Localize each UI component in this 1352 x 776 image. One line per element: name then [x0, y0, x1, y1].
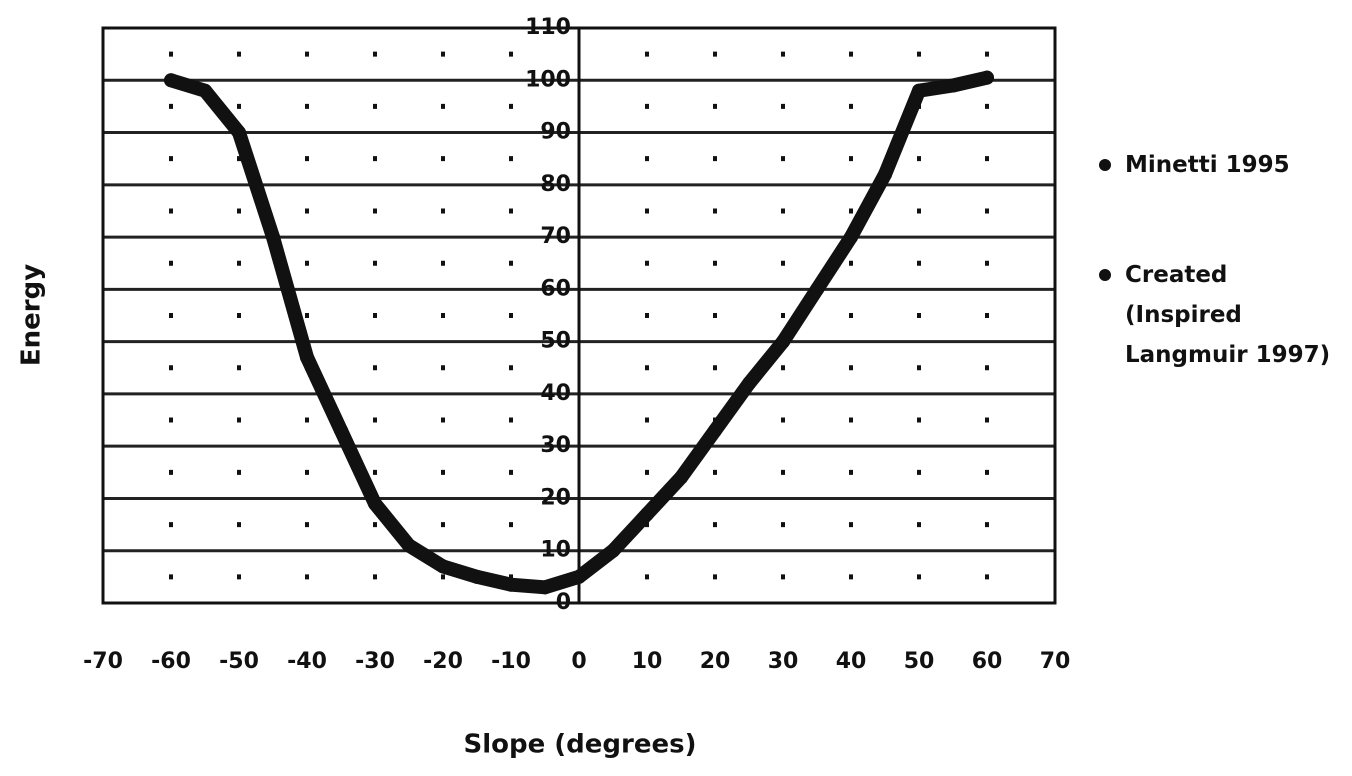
- x-tick-label: -70: [83, 649, 123, 674]
- x-tick-label: -10: [491, 649, 531, 674]
- x-tick-label: 40: [836, 649, 867, 674]
- x-tick-label: -40: [287, 649, 327, 674]
- legend: Minetti 1995 Created (Inspired Langmuir 1…: [1095, 145, 1345, 445]
- x-tick-label: 60: [972, 649, 1003, 674]
- y-tick-label: 100: [525, 67, 571, 92]
- y-tick-label: 40: [540, 381, 571, 406]
- y-tick-label: 90: [540, 120, 571, 145]
- x-tick-label: -60: [151, 649, 191, 674]
- x-tick-label: 10: [632, 649, 663, 674]
- x-tick-label: -20: [423, 649, 463, 674]
- x-tick-label: 70: [1040, 649, 1071, 674]
- x-tick-label: 50: [904, 649, 935, 674]
- legend-marker: [1099, 269, 1111, 281]
- legend-label: Created (Inspired Langmuir 1997): [1125, 262, 1331, 368]
- y-tick-label: 80: [540, 172, 571, 197]
- y-tick-label: 10: [540, 538, 571, 563]
- y-tick-label: 60: [540, 276, 571, 301]
- y-tick-label: 20: [540, 485, 571, 510]
- legend-label: Minetti 1995: [1125, 152, 1290, 178]
- legend-entry: Created (Inspired Langmuir 1997): [1095, 255, 1345, 375]
- y-tick-label: 30: [540, 433, 571, 458]
- legend-entry: Minetti 1995: [1095, 145, 1345, 185]
- y-tick-label: 70: [540, 224, 571, 249]
- x-tick-label: 0: [571, 649, 586, 674]
- legend-marker: [1099, 159, 1111, 171]
- x-tick-label: 30: [768, 649, 799, 674]
- series-line: [164, 70, 994, 595]
- x-axis-label: Slope (degrees): [464, 730, 697, 760]
- y-tick-label: 50: [540, 329, 571, 354]
- x-tick-label: -30: [355, 649, 395, 674]
- x-tick-label: -50: [219, 649, 259, 674]
- x-tick-label: 20: [700, 649, 731, 674]
- y-axis-label: Energy: [17, 264, 47, 366]
